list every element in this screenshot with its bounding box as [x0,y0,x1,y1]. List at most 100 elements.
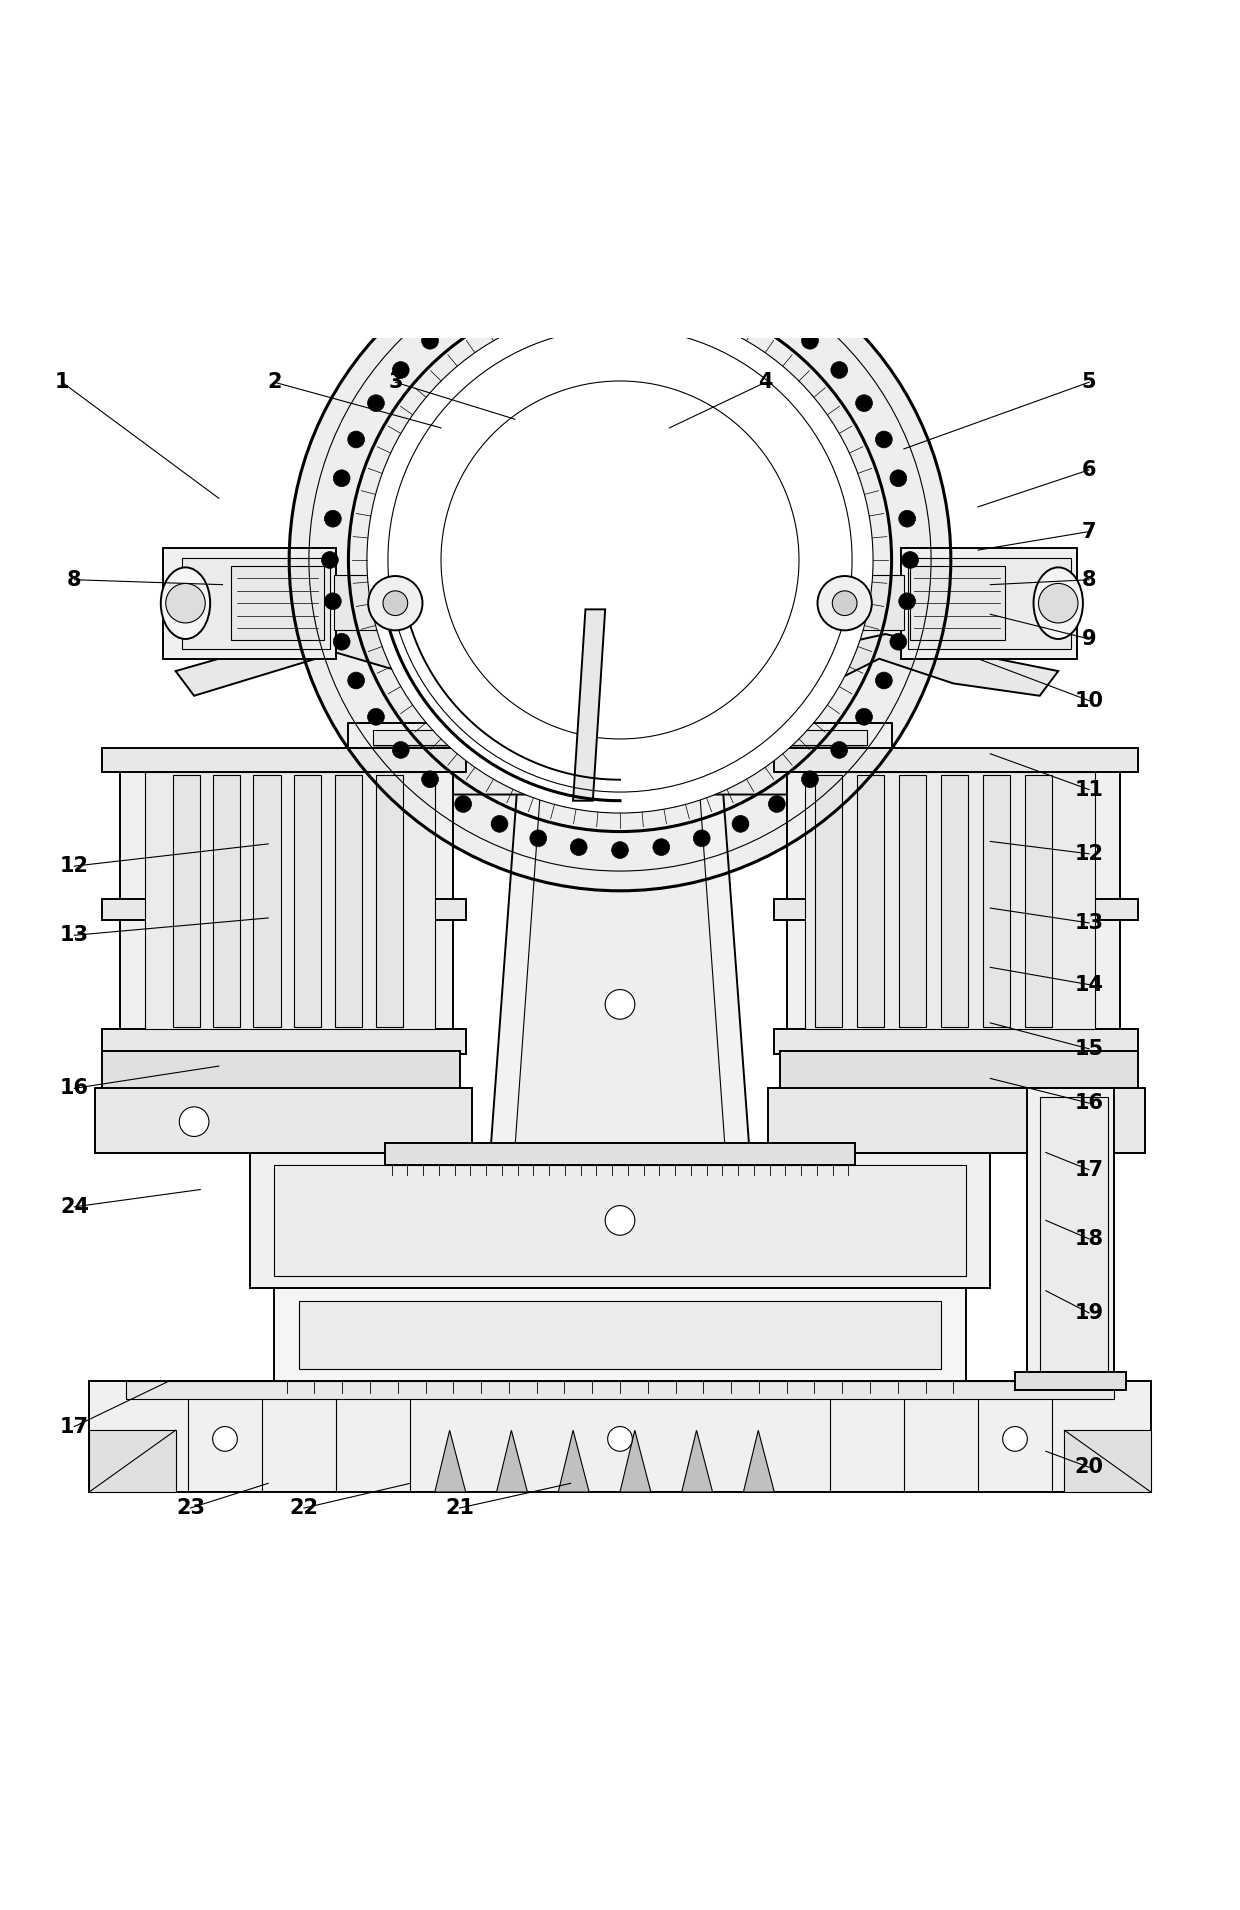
Text: 7: 7 [1081,521,1096,542]
Text: 16: 16 [60,1079,89,1098]
Circle shape [890,634,906,649]
Ellipse shape [161,567,210,640]
Polygon shape [811,586,854,619]
Circle shape [321,552,339,569]
Polygon shape [852,575,904,630]
Bar [376,775,403,1026]
Bar [212,775,239,1026]
Circle shape [856,709,873,726]
Text: 17: 17 [1075,1159,1104,1180]
Circle shape [455,796,471,812]
Circle shape [817,577,872,630]
Circle shape [367,709,384,726]
Text: 13: 13 [60,924,89,945]
Circle shape [180,1106,208,1136]
Polygon shape [744,1431,774,1492]
Polygon shape [774,1029,1138,1054]
Circle shape [529,831,547,846]
Text: 4: 4 [759,372,773,392]
Circle shape [529,273,547,290]
Text: 5: 5 [1081,372,1096,392]
Circle shape [368,577,423,630]
Polygon shape [102,1029,466,1054]
Circle shape [605,1205,635,1236]
Circle shape [856,395,873,411]
Polygon shape [1028,1089,1114,1381]
Text: 1: 1 [55,372,69,392]
Circle shape [1038,583,1078,623]
Polygon shape [89,1381,1151,1492]
Polygon shape [1016,1371,1126,1389]
Polygon shape [102,900,466,921]
Polygon shape [126,1381,1114,1400]
Polygon shape [805,772,1095,1029]
Circle shape [732,288,749,304]
Circle shape [653,838,670,856]
Polygon shape [89,1431,176,1492]
Circle shape [801,772,818,787]
Text: 11: 11 [1075,779,1104,800]
Circle shape [899,510,915,527]
Polygon shape [176,621,521,733]
Circle shape [653,264,670,281]
Polygon shape [164,548,336,659]
Polygon shape [348,722,892,751]
Polygon shape [102,1050,460,1091]
Bar [941,775,968,1026]
Polygon shape [145,772,435,1029]
Text: 8: 8 [67,569,82,590]
Circle shape [347,672,365,690]
Circle shape [693,831,711,846]
Circle shape [769,796,785,812]
Circle shape [570,838,587,856]
Circle shape [455,308,471,325]
Text: 16: 16 [1075,1093,1104,1114]
Polygon shape [249,1152,991,1289]
Bar [857,775,884,1026]
Circle shape [831,741,848,758]
Circle shape [212,1427,237,1452]
Circle shape [1003,1427,1028,1452]
Bar [1025,775,1052,1026]
Circle shape [347,432,365,447]
Polygon shape [786,751,1120,1054]
Circle shape [732,816,749,833]
Text: 8: 8 [1081,569,1096,590]
Circle shape [334,634,350,649]
Ellipse shape [1033,567,1083,640]
Polygon shape [768,1089,1145,1152]
Polygon shape [386,1142,854,1165]
Text: 24: 24 [60,1198,89,1217]
Polygon shape [780,1050,1138,1091]
Polygon shape [774,900,1138,921]
Circle shape [875,432,893,447]
Text: 14: 14 [1075,974,1104,995]
Circle shape [769,308,785,325]
Circle shape [166,583,206,623]
Polygon shape [373,730,867,745]
Circle shape [890,470,906,487]
Text: 12: 12 [1075,844,1104,863]
Circle shape [392,361,409,378]
Text: 9: 9 [1081,628,1096,649]
Circle shape [367,308,873,814]
Text: 10: 10 [1075,691,1104,711]
Circle shape [832,590,857,615]
Circle shape [611,262,629,279]
Polygon shape [334,575,386,630]
Text: 17: 17 [60,1417,89,1436]
Circle shape [901,552,919,569]
Circle shape [325,510,341,527]
Bar [294,775,321,1026]
Text: 21: 21 [445,1497,474,1518]
Polygon shape [274,1289,966,1381]
Circle shape [392,741,409,758]
Polygon shape [1064,1431,1151,1492]
Circle shape [693,273,711,290]
Polygon shape [774,747,1138,772]
Circle shape [334,470,350,487]
Circle shape [491,816,508,833]
Circle shape [383,590,408,615]
Bar [899,775,926,1026]
Text: 15: 15 [1075,1039,1104,1058]
